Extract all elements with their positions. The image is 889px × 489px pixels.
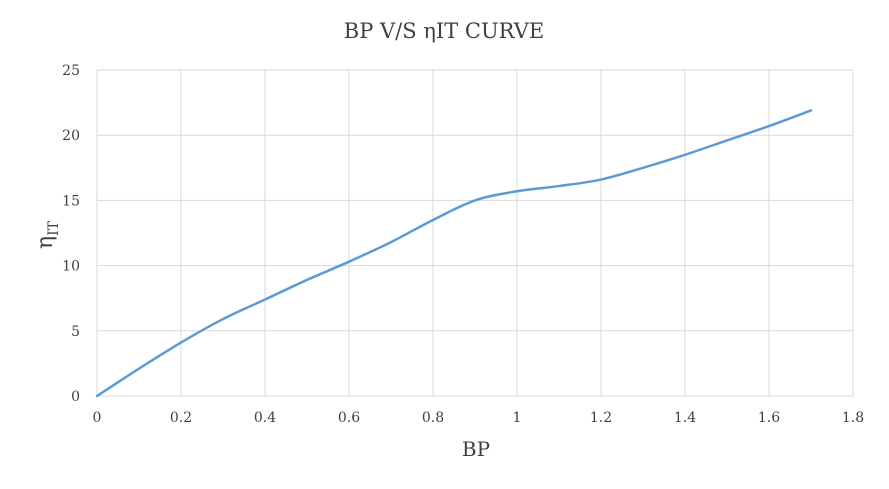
y-tick-label: 0 [71, 389, 80, 405]
x-tick-label: 1.4 [674, 410, 696, 426]
x-axis-label: BP [462, 437, 490, 461]
x-tick-label: 1.2 [590, 410, 612, 426]
y-axis-label-main: η [33, 236, 58, 249]
x-tick-label: 0.4 [254, 410, 276, 426]
y-axis-label: ηIT [33, 220, 62, 249]
x-tick-label: 0.2 [170, 410, 192, 426]
x-tick-label: 1.6 [758, 410, 780, 426]
y-tick-label: 25 [62, 63, 80, 79]
gridlines [96, 69, 854, 397]
y-tick-label: 5 [71, 324, 80, 340]
x-tick-label: 1 [513, 410, 522, 426]
x-tick-label: 1.8 [842, 410, 864, 426]
chart-title: BP V/S ηIT CURVE [344, 19, 544, 43]
y-tick-labels: 0 5 10 15 20 25 [62, 63, 80, 405]
series-line [95, 109, 813, 398]
x-tick-label: 0 [93, 410, 102, 426]
y-tick-label: 20 [62, 128, 80, 144]
x-tick-label: 0.8 [422, 410, 444, 426]
x-tick-labels: 0 0.2 0.4 0.6 0.8 1 1.2 1.4 1.6 1.8 [93, 410, 865, 426]
y-axis-label-sub: IT [46, 220, 62, 236]
x-tick-label: 0.6 [338, 410, 360, 426]
y-tick-label: 15 [62, 193, 80, 209]
y-tick-label: 10 [62, 259, 80, 275]
